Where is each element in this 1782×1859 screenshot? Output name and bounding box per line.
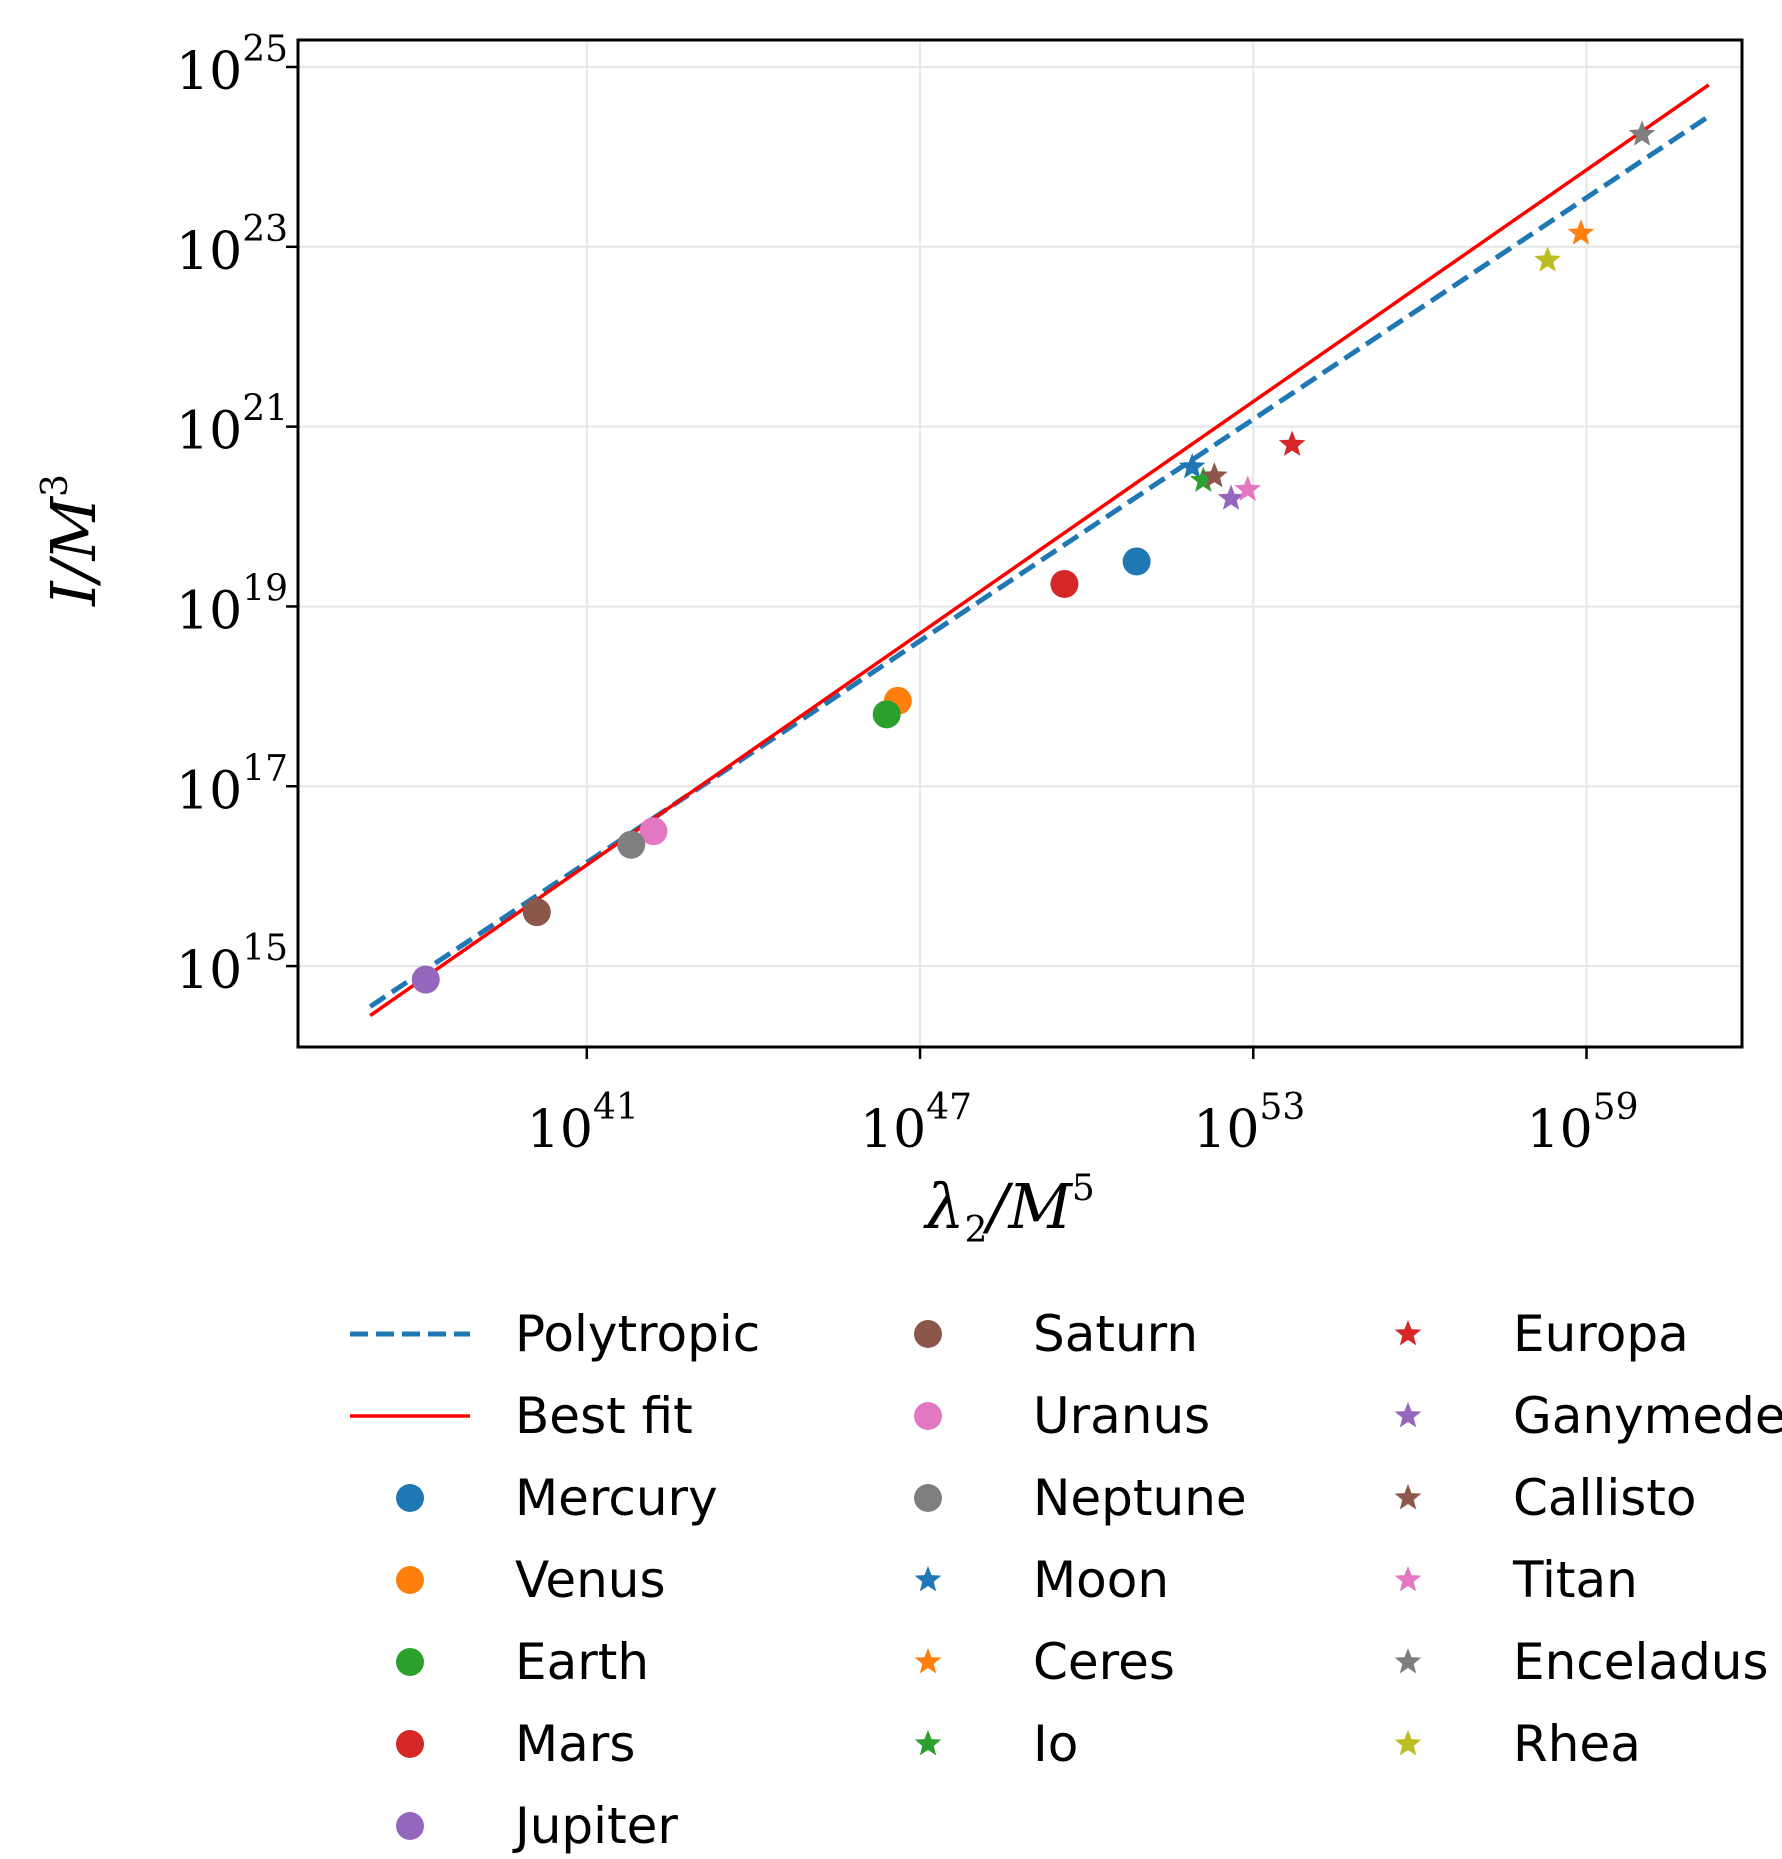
legend-item-moon: Moon <box>914 1551 1169 1609</box>
legend-swatch <box>914 1730 942 1756</box>
legend-item-enceladus: Enceladus <box>1394 1633 1769 1691</box>
legend-swatch <box>1394 1648 1422 1674</box>
legend-item-ganymede: Ganymede <box>1394 1387 1782 1445</box>
legend-swatch <box>396 1484 424 1512</box>
legend-item-saturn: Saturn <box>914 1305 1198 1363</box>
point-moon <box>1178 453 1206 479</box>
y-tick-label: 1021 <box>176 389 288 462</box>
legend-swatch <box>1394 1566 1422 1592</box>
legend-item-earth: Earth <box>396 1633 649 1691</box>
legend-item-titan: Titan <box>1394 1551 1638 1609</box>
legend-swatch <box>1394 1320 1422 1346</box>
x-axis-label-exp: 5 <box>1072 1168 1095 1209</box>
x-tick-label: 1041 <box>527 1087 639 1160</box>
best-fit-line <box>369 83 1710 1017</box>
point-ceres <box>1567 219 1595 245</box>
legend-label: Callisto <box>1513 1469 1696 1527</box>
point-callisto <box>1201 462 1228 488</box>
plot-frame <box>296 38 1744 1049</box>
x-tick-label: 1059 <box>1527 1087 1639 1160</box>
legend-label: Jupiter <box>512 1797 678 1855</box>
legend-label: Mars <box>515 1715 635 1773</box>
y-axis-ticks: 1015 1017 1019 1021 1023 1025 <box>176 29 298 1001</box>
legend-label: Venus <box>515 1551 666 1609</box>
point-enceladus <box>1628 120 1656 146</box>
legend-label: Uranus <box>1033 1387 1210 1445</box>
fit-lines <box>368 83 1711 1017</box>
point-ganymede <box>1217 484 1245 510</box>
legend-label: Best fit <box>515 1387 693 1445</box>
point-jupiter <box>411 965 440 994</box>
legend-item-uranus: Uranus <box>914 1387 1210 1445</box>
x-tick-label: 1053 <box>1193 1087 1305 1160</box>
legend-label: Ceres <box>1033 1633 1175 1691</box>
grid <box>298 40 1742 1047</box>
legend-item-polytropic: Polytropic <box>350 1305 760 1363</box>
legend-swatch <box>914 1648 942 1674</box>
legend: Polytropic Best fit Mercury Venus Earth Mars J… <box>350 1305 1782 1855</box>
point-mars <box>1050 569 1079 598</box>
legend-swatch <box>914 1402 942 1430</box>
legend-item-ceres: Ceres <box>914 1633 1175 1691</box>
legend-swatch <box>1394 1730 1422 1756</box>
legend-item-mars: Mars <box>396 1715 635 1773</box>
legend-swatch <box>396 1812 424 1840</box>
legend-swatch <box>914 1484 942 1512</box>
point-uranus <box>639 817 668 846</box>
legend-item-mercury: Mercury <box>396 1469 718 1527</box>
x-axis-label-sub: 2 <box>965 1210 988 1251</box>
legend-item-callisto: Callisto <box>1394 1469 1696 1527</box>
x-axis-label: λ2/M5 <box>922 1168 1094 1251</box>
x-axis-label-main: λ <box>922 1170 964 1243</box>
legend-swatch <box>396 1730 424 1758</box>
y-axis-label-main: I/M <box>37 496 110 607</box>
legend-item-neptune: Neptune <box>914 1469 1247 1527</box>
legend-item-venus: Venus <box>396 1551 666 1609</box>
y-axis-label-exp: 3 <box>35 474 76 497</box>
legend-label: Rhea <box>1513 1715 1641 1773</box>
legend-item-rhea: Rhea <box>1394 1715 1641 1773</box>
legend-label: Io <box>1033 1715 1078 1773</box>
legend-label: Europa <box>1513 1305 1689 1363</box>
y-tick-label: 1017 <box>176 748 288 821</box>
legend-swatch <box>1394 1402 1422 1428</box>
legend-item-jupiter: Jupiter <box>396 1797 678 1855</box>
data-points <box>411 120 1656 994</box>
x-axis-ticks: 1041 1047 1053 1059 <box>527 1047 1639 1160</box>
legend-swatch <box>914 1320 942 1348</box>
y-axis-label: I/M3 <box>35 474 110 607</box>
point-titan <box>1234 475 1262 501</box>
legend-label: Mercury <box>515 1469 718 1527</box>
legend-item-europa: Europa <box>1394 1305 1689 1363</box>
legend-label: Enceladus <box>1513 1633 1769 1691</box>
y-tick-label: 1015 <box>176 928 288 1001</box>
point-earth <box>872 700 901 729</box>
y-tick-label: 1019 <box>176 568 288 641</box>
x-axis-label-den: /M <box>982 1170 1073 1243</box>
legend-item-io: Io <box>914 1715 1078 1773</box>
point-europa <box>1278 430 1306 456</box>
legend-swatch <box>1394 1484 1422 1510</box>
point-rhea <box>1534 246 1561 272</box>
legend-swatch <box>396 1648 424 1676</box>
legend-item-best-fit: Best fit <box>350 1387 693 1445</box>
legend-label: Ganymede <box>1513 1387 1782 1445</box>
point-neptune <box>617 830 646 859</box>
point-mercury <box>1122 547 1151 576</box>
point-saturn <box>522 898 551 927</box>
legend-label: Saturn <box>1033 1305 1198 1363</box>
polytropic-line <box>368 114 1711 1009</box>
legend-label: Polytropic <box>515 1305 760 1363</box>
legend-label: Moon <box>1033 1551 1169 1609</box>
y-tick-label: 1023 <box>176 209 288 282</box>
x-tick-label: 1047 <box>860 1087 972 1160</box>
y-tick-label: 1025 <box>176 29 288 102</box>
legend-swatch <box>396 1566 424 1594</box>
legend-swatch <box>914 1566 942 1592</box>
legend-label: Earth <box>515 1633 649 1691</box>
legend-label: Neptune <box>1033 1469 1247 1527</box>
legend-label: Titan <box>1512 1551 1638 1609</box>
point-io <box>1189 466 1217 492</box>
